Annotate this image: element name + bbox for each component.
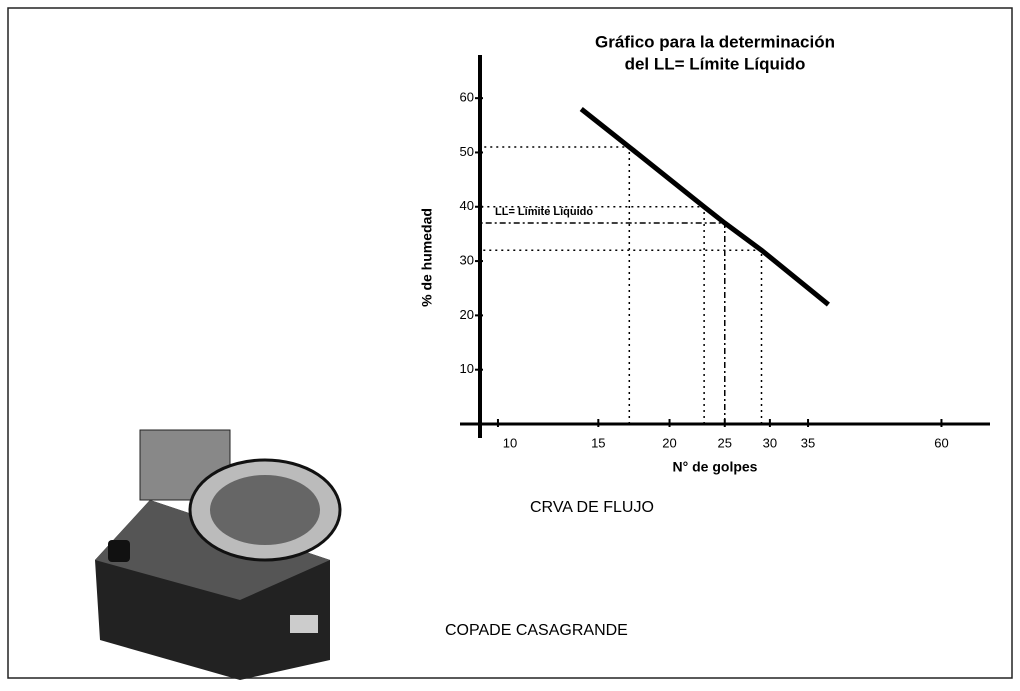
device-caption: COPADE CASAGRANDE [445,622,628,639]
data-line [579,107,830,307]
x-tick-label: 25 [718,435,732,450]
x-tick-label: 30 [763,435,777,450]
x-tick-label: 15 [591,435,605,450]
guide-label: LL= Límite Líquido [495,206,593,218]
y-axis-label: % de humedad [419,208,435,307]
x-tick-label: 35 [801,435,815,450]
x-tick-label: 20 [662,435,676,450]
y-tick-label: 10 [460,361,474,376]
x-tick-label: 10 [503,435,517,450]
y-tick-label: 20 [460,307,474,322]
y-tick-label: 50 [460,144,474,159]
curve-caption: CRVA DE FLUJO [530,499,654,516]
x-axis-label: N° de golpes [673,459,758,475]
y-tick-label: 40 [460,198,474,213]
y-tick-label: 60 [460,90,474,105]
device-photo [95,429,342,680]
chart: Gráfico para la determinación del LL= Lím… [419,32,990,475]
x-tick-label: 60 [934,435,948,450]
chart-title: del LL= Límite Líquido [625,54,806,73]
guide-line [480,249,763,424]
y-tick-label: 30 [460,253,474,268]
chart-title: Gráfico para la determinación [595,32,835,51]
